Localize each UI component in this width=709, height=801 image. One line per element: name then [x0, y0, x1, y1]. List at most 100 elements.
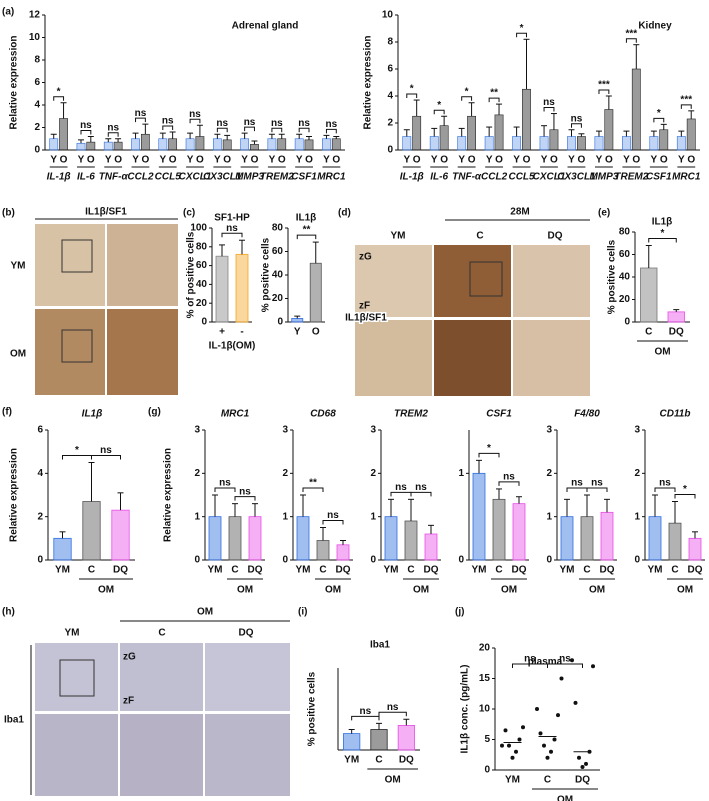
x-tick-label: DQ	[575, 775, 590, 786]
significance-bracket	[244, 126, 255, 132]
series-label: O	[413, 155, 421, 166]
y-tick-label: 2	[370, 468, 376, 479]
significance-label: ns	[219, 478, 231, 489]
series-label: O	[278, 155, 286, 166]
series-label: Y	[568, 155, 575, 166]
significance-label: *	[661, 228, 665, 239]
data-point	[552, 737, 557, 742]
y-tick-label: 20	[479, 643, 491, 654]
data-point	[577, 755, 581, 760]
series-label: O	[687, 155, 695, 166]
panel-label: (c)	[183, 208, 195, 219]
y-tick-label: 12	[29, 10, 41, 21]
zone-label: zF	[359, 301, 370, 312]
zone-label: zG	[359, 252, 372, 263]
y-tick-label: 1	[634, 511, 640, 522]
bar	[103, 141, 113, 151]
bar	[667, 311, 685, 323]
y-axis-label: % positive cells	[607, 239, 618, 314]
significance-label: *	[75, 445, 79, 456]
micrograph	[107, 224, 178, 306]
y-tick-label: 20	[196, 298, 208, 309]
bar	[248, 516, 262, 561]
y-tick-label: 10	[479, 704, 491, 715]
data-point	[542, 743, 546, 748]
bar	[296, 516, 310, 561]
significance-label: ***	[626, 28, 638, 39]
significance-bracket	[322, 520, 344, 525]
chart-title: SF1-HP	[214, 213, 250, 224]
y-tick-label: 0	[201, 317, 207, 328]
y-tick-label: 2	[194, 468, 200, 479]
y-tick-label: 6	[37, 425, 43, 436]
series-label: O	[332, 155, 340, 166]
bar	[240, 138, 250, 151]
significance-label: **	[309, 478, 317, 489]
significance-bracket	[296, 234, 317, 240]
x-tick-label: C	[671, 565, 678, 576]
series-label: O	[196, 155, 204, 166]
series-label: O	[578, 155, 586, 166]
significance-bracket	[586, 487, 608, 492]
chart-title: Kidney	[638, 21, 672, 32]
y-tick-label: 0	[484, 765, 490, 776]
x-tick-label: O	[312, 327, 320, 338]
significance-label: ns	[591, 478, 603, 489]
panel-label: (d)	[338, 208, 351, 219]
panel-label: (e)	[598, 208, 610, 219]
x-tick-label: CSF1	[646, 172, 672, 183]
chart-title: TREM2	[394, 409, 428, 420]
bar	[402, 136, 412, 151]
bar	[549, 129, 559, 151]
x-tick-label: CSF1	[291, 172, 317, 183]
group-label: OM	[98, 585, 114, 596]
x-tick-label: MMP3	[235, 172, 264, 183]
y-tick-label: 60	[272, 246, 284, 257]
significance-label: ns	[503, 472, 515, 483]
y-tick-label: 20	[619, 294, 631, 305]
x-tick-label: C	[88, 565, 95, 576]
significance-bracket	[648, 238, 677, 243]
significance-label: ns	[659, 478, 671, 489]
series-label: Y	[241, 155, 248, 166]
series-label: Y	[596, 155, 603, 166]
inset-box	[59, 659, 95, 697]
significance-bracket	[543, 107, 555, 112]
series-label: Y	[678, 155, 685, 166]
y-tick-label: 15	[479, 673, 491, 684]
column-label: DQ	[548, 231, 563, 242]
x-tick-label: YM	[505, 775, 520, 786]
bar	[429, 136, 439, 151]
x-tick-label: C	[319, 565, 326, 576]
significance-bracket	[680, 104, 692, 109]
x-axis-label: IL-1β(OM)	[209, 341, 256, 352]
column-label: YM	[65, 628, 80, 639]
bar	[336, 544, 350, 561]
y-tick-label: 4	[34, 100, 40, 111]
bar	[467, 115, 476, 151]
significance-bracket	[488, 97, 500, 103]
bar	[424, 533, 438, 561]
significance-label: ns	[415, 482, 427, 493]
x-tick-label: MMP3	[589, 172, 618, 183]
significance-bracket	[325, 128, 337, 134]
series-label: O	[605, 155, 613, 166]
panel-label: (b)	[2, 208, 15, 219]
x-tick-label: C	[645, 327, 652, 338]
series-label: Y	[159, 155, 166, 166]
series-label: O	[523, 155, 531, 166]
x-tick-label: IL-1β	[47, 172, 71, 183]
significance-bracket	[433, 109, 445, 115]
series-label: Y	[105, 155, 112, 166]
bar	[512, 503, 526, 561]
series-label: Y	[187, 155, 194, 166]
bar	[343, 733, 361, 751]
significance-bracket	[91, 455, 121, 460]
y-tick-label: 100	[190, 223, 207, 234]
chart-title: F4/80	[574, 409, 600, 420]
significance-label: ***	[598, 80, 610, 91]
y-axis-label: % positive cells	[307, 671, 318, 746]
bar	[158, 138, 168, 151]
bar	[539, 136, 549, 151]
y-tick-label: 1	[458, 468, 464, 479]
